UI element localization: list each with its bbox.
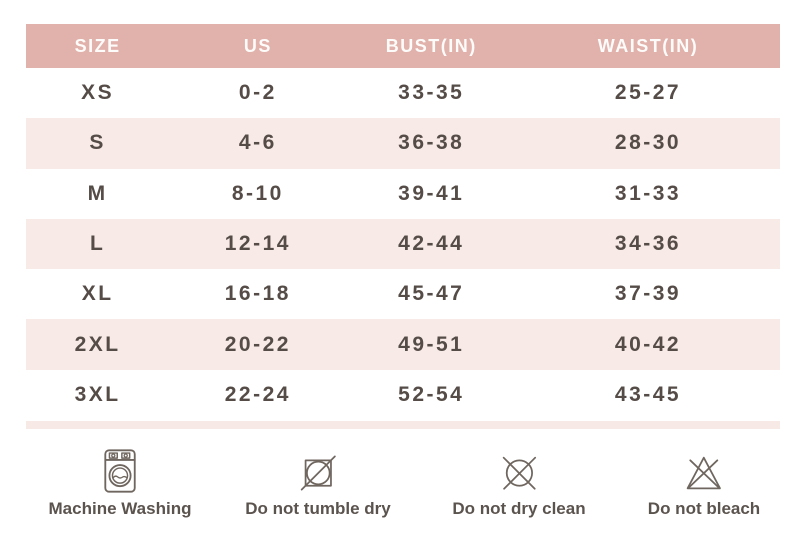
do-not-tumble-dry-icon xyxy=(297,446,339,494)
table-cell: M xyxy=(87,181,108,205)
table-row: L 12-14 42-44 34-36 xyxy=(26,218,780,270)
table-cell: 52-54 xyxy=(398,382,465,406)
table-cell: 4-6 xyxy=(238,131,277,155)
care-item-do-not-tumble-dry: Do not tumble dry xyxy=(245,446,391,519)
table-cell: 39-41 xyxy=(398,181,465,205)
table-cell: 12-14 xyxy=(224,232,291,256)
table-cell: 25-27 xyxy=(614,81,682,105)
table-cell: 33-35 xyxy=(398,81,465,105)
table-cell: 20-22 xyxy=(224,332,291,356)
table-cell: XS xyxy=(81,81,115,105)
size-chart-table: SIZE US BUST(IN) WAIST(IN) XS 0-2 33-35 25-27 S… xyxy=(26,24,780,430)
table-cell: 31-33 xyxy=(614,181,682,205)
table-cell: 16-18 xyxy=(224,282,291,306)
table-cell: 43-45 xyxy=(614,382,682,406)
table-cell: S xyxy=(89,131,106,155)
table-cell: 2XL xyxy=(74,332,121,356)
table-cell: 3XL xyxy=(74,382,121,406)
table-row: S 4-6 36-38 28-30 xyxy=(26,118,780,169)
header-cell: US xyxy=(243,35,272,56)
table-row: M 8-10 39-41 31-33 xyxy=(26,168,780,219)
table-cell: 49-51 xyxy=(398,332,465,356)
table-cell: 22-24 xyxy=(224,382,291,406)
care-item-do-not-dry-clean: Do not dry clean xyxy=(452,446,586,519)
care-label: Do not tumble dry xyxy=(245,499,391,518)
table-cell: 42-44 xyxy=(398,232,465,256)
table-cell: XL xyxy=(81,282,114,306)
table-body: XS 0-2 33-35 25-27 S 4-6 36-38 28-30 M 8-10 39-41 3… xyxy=(26,68,780,421)
table-row: 2XL 20-22 49-51 40-42 xyxy=(26,319,780,370)
table-row: XS 0-2 33-35 25-27 xyxy=(26,68,780,119)
table-cell: 45-47 xyxy=(398,282,465,306)
table-row: 3XL 22-24 52-54 43-45 xyxy=(26,369,780,421)
do-not-dry-clean-icon xyxy=(498,446,540,494)
do-not-bleach-icon xyxy=(683,446,725,494)
care-label: Machine Washing xyxy=(48,499,192,518)
table-cell: 36-38 xyxy=(398,131,465,155)
table-cell: 37-39 xyxy=(614,282,682,306)
table-cell: L xyxy=(89,232,106,256)
care-item-do-not-bleach: Do not bleach xyxy=(648,446,760,519)
table-partial-row xyxy=(26,421,780,430)
table-row: XL 16-18 45-47 37-39 xyxy=(26,269,780,320)
table-cell: 28-30 xyxy=(614,131,682,155)
header-cell: SIZE xyxy=(74,35,121,56)
table-cell: 8-10 xyxy=(231,181,284,205)
care-label: Do not dry clean xyxy=(452,499,586,518)
table-cell: 0-2 xyxy=(238,81,277,105)
header-cell: BUST(IN) xyxy=(385,35,477,56)
header-cell: WAIST(IN) xyxy=(597,35,699,56)
machine-washing-icon xyxy=(101,446,138,494)
table-header-row: SIZE US BUST(IN) WAIST(IN) xyxy=(26,24,780,68)
table-cell: 34-36 xyxy=(614,232,682,256)
care-label: Do not bleach xyxy=(647,499,761,518)
care-item-machine-washing: Machine Washing xyxy=(48,446,192,519)
table-cell: 40-42 xyxy=(614,332,682,356)
